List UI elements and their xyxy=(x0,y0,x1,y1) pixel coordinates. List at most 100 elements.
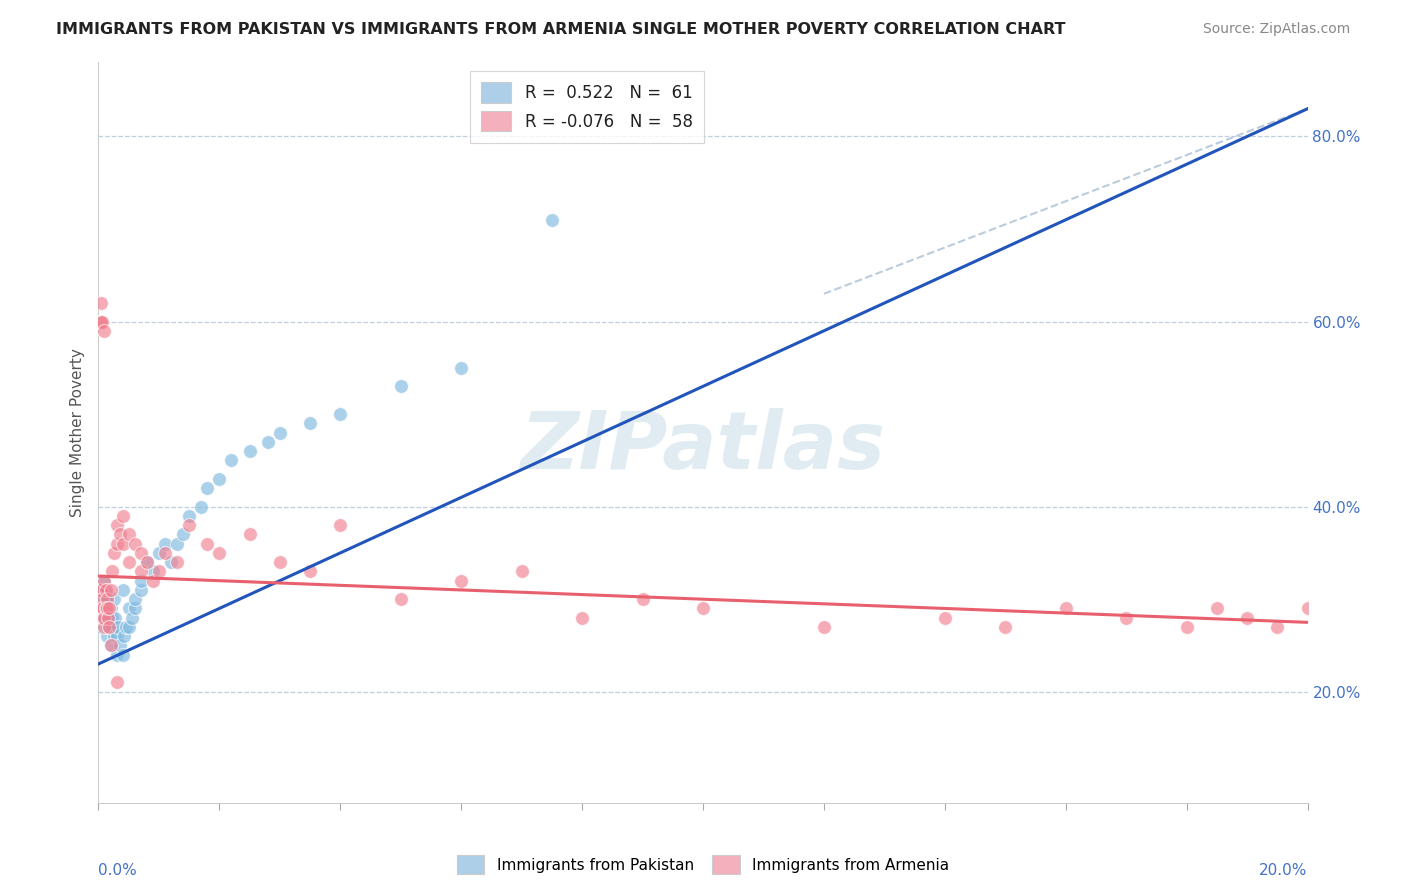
Point xyxy=(108,639,131,653)
Point xyxy=(104,610,127,624)
Point xyxy=(93,620,115,634)
Point xyxy=(100,639,122,653)
Point xyxy=(934,610,956,624)
Point xyxy=(994,620,1017,634)
Legend: Immigrants from Pakistan, Immigrants from Armenia: Immigrants from Pakistan, Immigrants fro… xyxy=(451,849,955,880)
Point xyxy=(1206,601,1229,615)
Point xyxy=(90,620,112,634)
Point xyxy=(129,582,152,597)
Point xyxy=(148,565,170,579)
Point xyxy=(450,574,472,588)
Point xyxy=(256,434,278,449)
Point xyxy=(97,610,120,624)
Point xyxy=(166,536,188,550)
Point xyxy=(111,648,134,662)
Point xyxy=(111,536,134,550)
Point xyxy=(239,527,262,541)
Point xyxy=(135,555,157,569)
Point xyxy=(103,629,125,643)
Point xyxy=(96,592,118,607)
Point xyxy=(142,565,165,579)
Point xyxy=(90,601,112,615)
Point xyxy=(129,574,152,588)
Point xyxy=(90,314,112,328)
Point xyxy=(118,601,141,615)
Point xyxy=(105,648,128,662)
Point xyxy=(153,536,176,550)
Point xyxy=(96,620,118,634)
Point xyxy=(103,546,125,560)
Point xyxy=(118,555,141,569)
Point xyxy=(108,527,131,541)
Point xyxy=(94,582,117,597)
Point xyxy=(90,296,112,310)
Point xyxy=(1054,601,1077,615)
Point xyxy=(91,592,114,607)
Point xyxy=(389,592,412,607)
Point xyxy=(1175,620,1198,634)
Point xyxy=(97,610,120,624)
Point xyxy=(329,518,352,533)
Point xyxy=(96,629,118,643)
Point xyxy=(93,574,115,588)
Point xyxy=(1296,601,1319,615)
Point xyxy=(1115,610,1137,624)
Point xyxy=(1236,610,1258,624)
Point xyxy=(90,582,112,597)
Point xyxy=(89,601,111,615)
Point xyxy=(91,601,114,615)
Point xyxy=(91,610,114,624)
Point xyxy=(93,324,115,338)
Point xyxy=(94,601,117,615)
Point xyxy=(450,360,472,375)
Point xyxy=(172,527,194,541)
Point xyxy=(129,546,152,560)
Point xyxy=(111,508,134,523)
Point xyxy=(111,582,134,597)
Point xyxy=(89,582,111,597)
Point xyxy=(148,546,170,560)
Point xyxy=(135,555,157,569)
Point xyxy=(124,536,146,550)
Point xyxy=(96,601,118,615)
Point xyxy=(89,601,111,615)
Point xyxy=(118,620,141,634)
Text: IMMIGRANTS FROM PAKISTAN VS IMMIGRANTS FROM ARMENIA SINGLE MOTHER POVERTY CORREL: IMMIGRANTS FROM PAKISTAN VS IMMIGRANTS F… xyxy=(56,22,1066,37)
Point xyxy=(93,610,115,624)
Point xyxy=(98,610,121,624)
Point xyxy=(91,610,114,624)
Point xyxy=(96,582,118,597)
Point xyxy=(195,481,218,495)
Point xyxy=(105,675,128,690)
Point xyxy=(269,555,291,569)
Point xyxy=(97,620,120,634)
Point xyxy=(101,610,124,624)
Point xyxy=(91,314,114,328)
Point xyxy=(96,592,118,607)
Point xyxy=(103,592,125,607)
Legend: R =  0.522   N =  61, R = -0.076   N =  58: R = 0.522 N = 61, R = -0.076 N = 58 xyxy=(470,70,704,143)
Point xyxy=(89,314,111,328)
Point xyxy=(124,601,146,615)
Point xyxy=(91,601,114,615)
Point xyxy=(89,592,111,607)
Point xyxy=(96,592,118,607)
Point xyxy=(299,565,322,579)
Text: Source: ZipAtlas.com: Source: ZipAtlas.com xyxy=(1202,22,1350,37)
Point xyxy=(91,582,114,597)
Point xyxy=(118,527,141,541)
Point xyxy=(105,629,128,643)
Point xyxy=(1267,620,1289,634)
Point xyxy=(93,610,115,624)
Point xyxy=(142,574,165,588)
Point xyxy=(105,518,128,533)
Point xyxy=(190,500,212,514)
Point xyxy=(98,601,121,615)
Point xyxy=(160,555,183,569)
Point xyxy=(94,601,117,615)
Point xyxy=(179,508,201,523)
Point xyxy=(510,565,533,579)
Point xyxy=(208,472,231,486)
Point xyxy=(299,417,322,431)
Point xyxy=(631,592,654,607)
